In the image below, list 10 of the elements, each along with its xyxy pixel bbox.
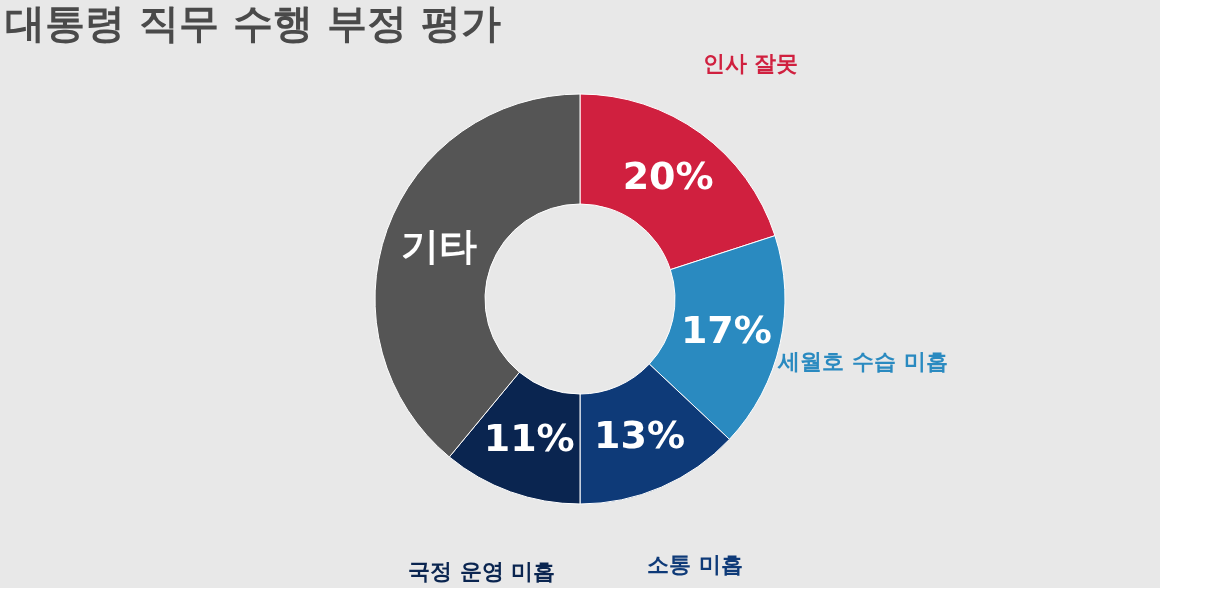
- chart-title: 대통령 직무 수행 부정 평가: [5, 0, 501, 46]
- slice-label: 소통 미흡: [647, 552, 744, 578]
- data-label: 17%: [680, 307, 772, 352]
- data-label: 11%: [483, 416, 575, 461]
- data-label: 13%: [594, 412, 686, 457]
- slice-label: 기타: [400, 224, 477, 269]
- slice-label: 국정 운영 미흡: [408, 558, 556, 584]
- slice-label: 세월호 수습 미흡: [777, 349, 948, 375]
- slice-label: 인사 잘못: [702, 51, 799, 77]
- data-label: 20%: [622, 153, 714, 198]
